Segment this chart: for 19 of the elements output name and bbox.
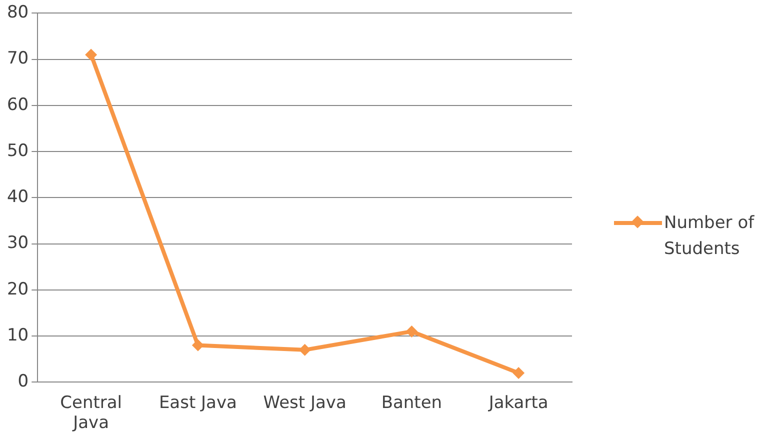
y-tick-label: 0 xyxy=(18,372,29,392)
y-tick-label: 20 xyxy=(6,279,29,300)
y-tick-label: 60 xyxy=(6,94,29,115)
x-tick-label: West Java xyxy=(263,392,346,413)
x-tick-label: East Java xyxy=(158,392,237,413)
y-tick-label: 50 xyxy=(6,140,29,161)
x-tick-label: Banten xyxy=(381,392,442,413)
point xyxy=(85,48,98,61)
point xyxy=(192,339,204,352)
point xyxy=(406,325,418,338)
x-tick-label: Jakarta xyxy=(488,392,548,413)
legend-label: Number of Students xyxy=(664,212,756,261)
x-tick-label: Central Java xyxy=(60,392,122,434)
y-tick-label: 40 xyxy=(6,187,29,208)
y-tick-label: 80 xyxy=(6,2,29,23)
y-tick-label: 30 xyxy=(6,233,29,254)
y-tick-label: 70 xyxy=(6,48,29,69)
y-tick-label: 10 xyxy=(6,325,29,346)
point xyxy=(512,366,525,379)
